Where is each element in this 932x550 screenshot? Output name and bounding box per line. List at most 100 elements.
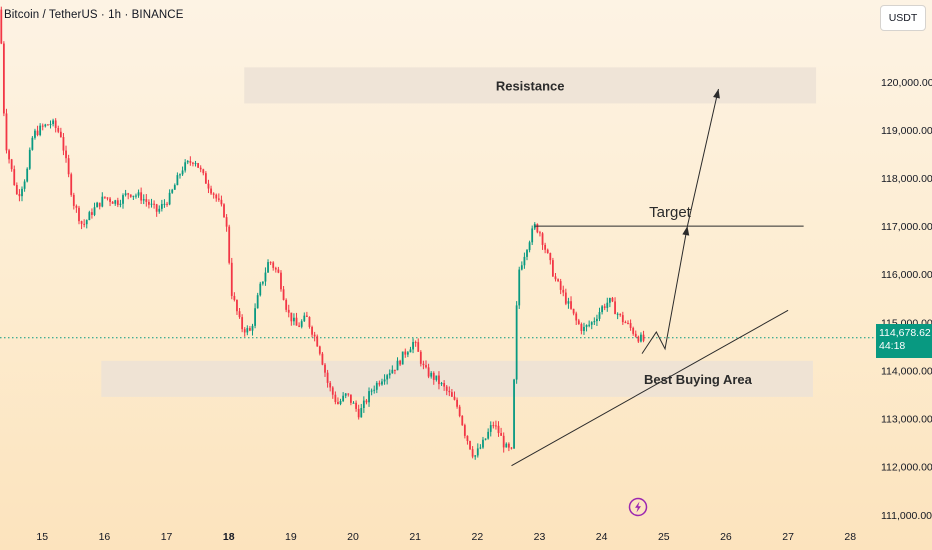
candle-body bbox=[62, 137, 65, 151]
candle-body bbox=[186, 160, 189, 163]
candle-body bbox=[507, 443, 510, 448]
candle-body bbox=[106, 197, 109, 199]
candle-body bbox=[373, 389, 376, 391]
candle-body bbox=[251, 325, 254, 331]
candle-body bbox=[396, 360, 399, 371]
candle-body bbox=[8, 150, 10, 160]
candle-body bbox=[505, 443, 508, 448]
candle-body bbox=[148, 201, 150, 205]
candle-body bbox=[254, 308, 256, 326]
candle-body bbox=[378, 382, 381, 385]
candle-body bbox=[158, 208, 161, 212]
candle-body bbox=[85, 220, 88, 225]
candle-body bbox=[432, 372, 435, 380]
candle-body bbox=[179, 174, 181, 176]
candle-body bbox=[210, 188, 212, 194]
candle-body bbox=[116, 200, 119, 205]
candle-body bbox=[621, 315, 624, 323]
candle-body bbox=[425, 365, 427, 368]
candle-body bbox=[417, 342, 420, 352]
candle-body bbox=[357, 408, 360, 418]
candle-body bbox=[634, 333, 637, 337]
candle-body bbox=[391, 369, 394, 374]
candle-body bbox=[404, 351, 407, 355]
candle-body bbox=[492, 425, 495, 427]
candle-body bbox=[637, 336, 640, 342]
candle-body bbox=[523, 256, 526, 266]
candle-body bbox=[80, 221, 83, 224]
x-tick-label: 22 bbox=[471, 531, 483, 543]
y-tick-label: 116,000.00 bbox=[881, 269, 932, 281]
candle-body bbox=[47, 124, 49, 126]
y-tick-label: 117,000.00 bbox=[881, 221, 932, 233]
candle-body bbox=[596, 318, 598, 322]
candle-body bbox=[422, 363, 425, 366]
candle-body bbox=[277, 269, 280, 273]
candle-body bbox=[54, 120, 57, 128]
candle-body bbox=[303, 315, 306, 322]
candle-body bbox=[632, 327, 635, 334]
candle-body bbox=[487, 431, 490, 439]
candle-body bbox=[238, 311, 241, 318]
projection-path bbox=[641, 88, 719, 354]
candle-body bbox=[624, 322, 627, 324]
candle-body bbox=[137, 192, 140, 196]
candle-body bbox=[264, 272, 267, 282]
candle-body bbox=[135, 195, 137, 197]
y-tick-label: 111,000.00 bbox=[881, 510, 932, 522]
x-tick-label: 24 bbox=[596, 531, 608, 543]
candle-body bbox=[2, 43, 5, 114]
candle-body bbox=[585, 325, 588, 327]
candle-body bbox=[559, 281, 562, 290]
candle-body bbox=[311, 326, 313, 335]
candle-body bbox=[256, 295, 259, 309]
candle-body bbox=[233, 295, 236, 300]
candle-body bbox=[510, 447, 513, 449]
candle-body bbox=[549, 253, 552, 261]
candle-body bbox=[614, 301, 616, 315]
candle-body bbox=[471, 449, 474, 457]
y-tick-label: 120,000.00 bbox=[881, 77, 932, 89]
candle-body bbox=[482, 439, 484, 448]
candle-body bbox=[593, 321, 596, 323]
x-tick-label: 15 bbox=[36, 531, 48, 543]
candle-body bbox=[184, 162, 187, 171]
candle-body bbox=[629, 323, 632, 328]
lightning-icon[interactable] bbox=[628, 497, 648, 517]
candle-body bbox=[489, 425, 492, 432]
candle-body bbox=[285, 299, 288, 310]
candle-body bbox=[590, 322, 593, 325]
candle-body bbox=[616, 313, 619, 315]
candle-body bbox=[243, 329, 246, 333]
candle-body bbox=[355, 402, 357, 409]
candle-body bbox=[528, 242, 531, 251]
candle-body bbox=[23, 181, 26, 189]
candle-body bbox=[0, 9, 3, 44]
candle-body bbox=[570, 301, 572, 309]
candle-body bbox=[326, 372, 329, 383]
candle-body bbox=[445, 386, 448, 391]
candle-body bbox=[215, 194, 218, 199]
target-arrowhead bbox=[682, 226, 690, 236]
candle-body bbox=[197, 163, 200, 168]
currency-button[interactable]: USDT bbox=[880, 5, 926, 31]
candles bbox=[0, 6, 645, 460]
candle-body bbox=[440, 383, 443, 385]
candle-body bbox=[513, 379, 515, 449]
candle-body bbox=[642, 334, 645, 341]
x-tick-label: 18 bbox=[223, 531, 235, 543]
y-tick-label: 114,000.00 bbox=[881, 365, 932, 377]
candle-body bbox=[274, 267, 277, 270]
candle-body bbox=[96, 202, 99, 208]
candle-body bbox=[601, 306, 604, 313]
candle-body bbox=[484, 438, 487, 440]
candle-body bbox=[495, 425, 497, 427]
candle-body bbox=[83, 223, 86, 225]
candle-body bbox=[173, 185, 176, 190]
candle-body bbox=[381, 381, 383, 385]
candle-body bbox=[194, 163, 197, 165]
candle-body bbox=[59, 131, 62, 138]
candle-body bbox=[430, 372, 433, 377]
candle-body bbox=[18, 194, 21, 197]
